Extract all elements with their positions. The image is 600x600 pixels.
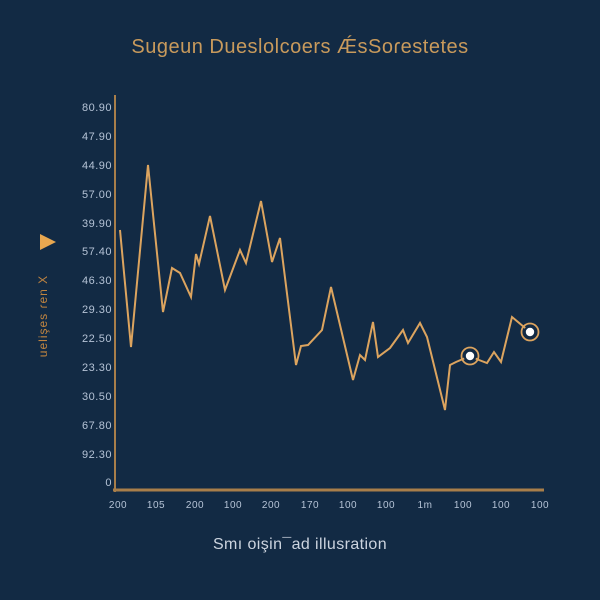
data-point-marker (520, 322, 540, 342)
x-tick-label: 105 (146, 500, 166, 511)
y-tick-label: 57.00 (81, 189, 112, 201)
y-tick-label: 39.90 (81, 218, 112, 230)
y-tick-label: 67.80 (81, 420, 112, 432)
x-tick-label: 200 (185, 500, 205, 511)
data-line (119, 164, 531, 411)
y-tick-label: 0 (105, 477, 112, 489)
y-tick-label: 47.90 (81, 131, 112, 143)
x-tick-label: 100 (491, 500, 511, 511)
x-tick-label: 170 (300, 500, 320, 511)
y-tick-label: 30.50 (81, 391, 112, 403)
x-tick-label: 100 (453, 500, 473, 511)
data-point-marker-dot (465, 351, 475, 361)
x-tick-label: 100 (376, 500, 396, 511)
y-tick-label: 22.50 (81, 333, 112, 345)
y-tick-label: 46.30 (81, 275, 112, 287)
y-axis-label: uelişes ɾen X (36, 274, 50, 358)
arrow-right-icon (40, 234, 56, 250)
y-tick-label: 92.30 (81, 449, 112, 461)
chart-caption: Smı oişin¯ad illusration (212, 536, 388, 553)
data-point-marker-dot (525, 327, 535, 337)
y-tick-label: 29.30 (81, 304, 112, 316)
chart-title: Sugeun Dueslolcoers ǼsSoɾestetes (131, 36, 469, 58)
x-tick-label: 200 (108, 500, 128, 511)
data-point-marker (460, 346, 480, 366)
y-tick-label: 57.40 (81, 246, 112, 258)
y-tick-label: 80.90 (81, 102, 112, 114)
x-tick-label: 200 (261, 500, 281, 511)
y-tick-label: 44.90 (81, 160, 112, 172)
x-tick-label: 100 (338, 500, 358, 511)
x-tick-label: 100 (530, 500, 550, 511)
y-tick-label: 23.30 (81, 362, 112, 374)
x-tick-label: 100 (223, 500, 243, 511)
x-tick-label: 1m (417, 500, 433, 511)
